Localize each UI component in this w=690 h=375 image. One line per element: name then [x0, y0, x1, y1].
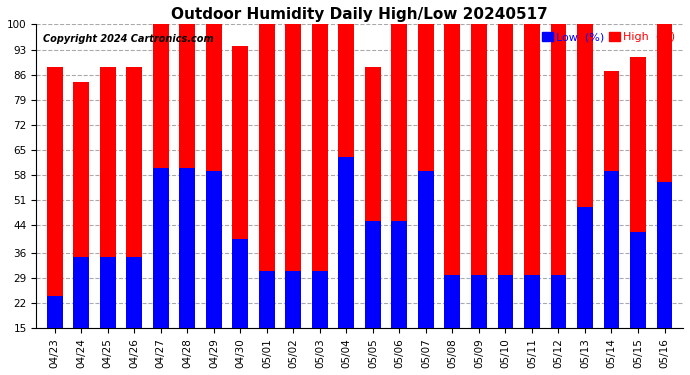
Bar — [604, 171, 620, 328]
Bar — [365, 221, 381, 328]
Bar — [471, 24, 487, 328]
Bar — [524, 24, 540, 328]
Bar — [259, 24, 275, 328]
Bar — [577, 207, 593, 328]
Bar — [577, 24, 593, 328]
Bar — [312, 24, 328, 328]
Bar — [286, 271, 302, 328]
Bar — [179, 168, 195, 328]
Bar — [100, 257, 116, 328]
Bar — [365, 68, 381, 328]
Bar — [471, 275, 487, 328]
Bar — [47, 68, 63, 328]
Bar — [551, 275, 566, 328]
Bar — [206, 24, 222, 328]
Bar — [206, 171, 222, 328]
Bar — [604, 71, 620, 328]
Bar — [418, 171, 434, 328]
Bar — [126, 257, 142, 328]
Bar — [524, 275, 540, 328]
Bar — [497, 24, 513, 328]
Bar — [233, 46, 248, 328]
Bar — [391, 221, 407, 328]
Bar — [657, 182, 673, 328]
Bar — [339, 157, 355, 328]
Bar — [100, 68, 116, 328]
Title: Outdoor Humidity Daily High/Low 20240517: Outdoor Humidity Daily High/Low 20240517 — [171, 7, 548, 22]
Legend: Low  (%), High  (%): Low (%), High (%) — [540, 30, 678, 45]
Bar — [444, 24, 460, 328]
Bar — [286, 24, 302, 328]
Bar — [551, 24, 566, 328]
Bar — [497, 275, 513, 328]
Bar — [630, 232, 646, 328]
Bar — [312, 271, 328, 328]
Bar — [73, 82, 89, 328]
Bar — [233, 239, 248, 328]
Bar — [444, 275, 460, 328]
Bar — [179, 24, 195, 328]
Bar — [73, 257, 89, 328]
Bar — [153, 24, 169, 328]
Bar — [418, 24, 434, 328]
Bar — [630, 57, 646, 328]
Bar — [391, 24, 407, 328]
Bar — [47, 296, 63, 328]
Bar — [259, 271, 275, 328]
Bar — [339, 24, 355, 328]
Bar — [657, 24, 673, 328]
Bar — [126, 68, 142, 328]
Bar — [153, 168, 169, 328]
Text: Copyright 2024 Cartronics.com: Copyright 2024 Cartronics.com — [43, 34, 213, 44]
